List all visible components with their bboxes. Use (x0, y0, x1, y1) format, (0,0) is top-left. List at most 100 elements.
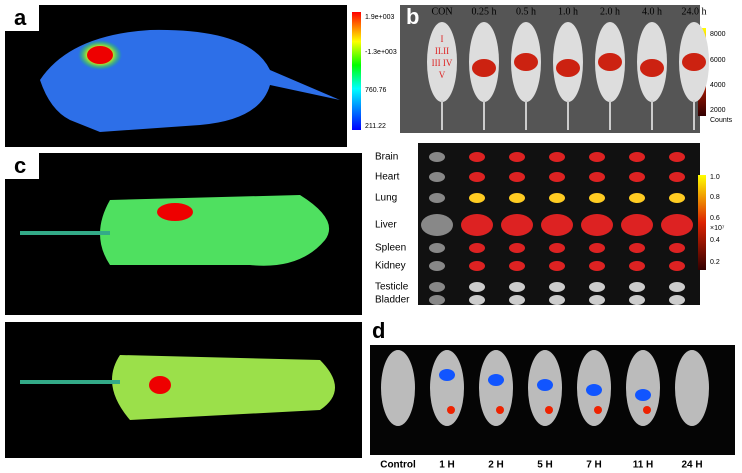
organ (589, 243, 605, 253)
organ (549, 282, 565, 292)
signal (586, 384, 602, 396)
organ-name: Lung (375, 193, 397, 204)
organ-name: Liver (375, 220, 397, 231)
organ (669, 282, 685, 292)
timepoint: CON (431, 6, 452, 17)
colorbar-label: 0.4 (710, 237, 720, 244)
organ-name: Kidney (375, 261, 406, 272)
colorbar-scale: ×10⁷ (710, 225, 725, 232)
signal (682, 53, 706, 71)
organ (621, 214, 653, 236)
organ (589, 172, 605, 182)
organ (429, 193, 445, 203)
signal (439, 369, 455, 381)
organ (469, 193, 485, 203)
organ (669, 295, 685, 305)
region: V (439, 70, 446, 80)
organ (461, 214, 493, 236)
organ (669, 261, 685, 271)
organ (669, 172, 685, 182)
colorbar-label: 6000 (710, 57, 726, 64)
organ (469, 172, 485, 182)
mouse (430, 350, 464, 426)
region: I (441, 34, 444, 44)
signal (635, 389, 651, 401)
organ (469, 261, 485, 271)
colorbar-label: 1.0 (710, 174, 720, 181)
mouse (626, 350, 660, 426)
organ (661, 214, 693, 236)
organ (629, 282, 645, 292)
colorbar-label: 0.6 (710, 215, 720, 222)
mouse (675, 350, 709, 426)
signal (447, 406, 455, 414)
signal (514, 53, 538, 71)
signal (537, 379, 553, 391)
colorbar-label: 4000 (710, 82, 726, 89)
organ (541, 214, 573, 236)
colorbar-label: -1.3e+003 (365, 49, 397, 56)
organ (549, 152, 565, 162)
colorbar (698, 175, 706, 270)
organ (629, 243, 645, 253)
timepoint: 4.0 h (642, 6, 662, 17)
colorbar-label: 8000 (710, 31, 726, 38)
timepoint: 1.0 h (558, 6, 578, 17)
organ (669, 193, 685, 203)
organ (469, 282, 485, 292)
organ (629, 193, 645, 203)
generated: 1.9e+003 -1.3e+003 760.76 211.22 CON 0.25 h 0.… (365, 6, 726, 470)
colorbar-label: 211.22 (365, 123, 386, 130)
organ (589, 152, 605, 162)
timepoint: 0.25 h (472, 6, 497, 17)
organ (549, 295, 565, 305)
organ (549, 172, 565, 182)
panel-a (5, 5, 361, 147)
signal (643, 406, 651, 414)
signal (640, 59, 664, 77)
organ (589, 295, 605, 305)
signal (149, 376, 171, 394)
organ (509, 295, 525, 305)
signal (157, 203, 193, 221)
colorbar-label: 1.9e+003 (365, 14, 394, 21)
colorbar-label: 0.8 (710, 194, 720, 201)
colorbar-label: 760.76 (365, 87, 387, 94)
colorbar (352, 12, 361, 130)
organ (589, 282, 605, 292)
signal (556, 59, 580, 77)
panel-label: b (406, 4, 419, 29)
organ (509, 243, 525, 253)
organ (509, 282, 525, 292)
organ (549, 243, 565, 253)
organ-name: Heart (375, 172, 400, 183)
organ (429, 243, 445, 253)
organ (469, 243, 485, 253)
organ (629, 295, 645, 305)
mouse (100, 195, 330, 266)
mouse (381, 350, 415, 426)
signal (594, 406, 602, 414)
timepoint: 7 H (586, 460, 602, 471)
panel-label: d (372, 318, 385, 343)
organ (549, 193, 565, 203)
colorbar-unit: Counts (710, 117, 733, 124)
organ (421, 214, 453, 236)
timepoint: 0.5 h (516, 6, 536, 17)
organ-name: Spleen (375, 243, 406, 254)
signal (87, 46, 113, 64)
organ (469, 152, 485, 162)
timepoint: 1 H (439, 460, 455, 471)
organ (501, 214, 533, 236)
colorbar-label: 2000 (710, 107, 726, 114)
label-box (5, 5, 39, 31)
organ (549, 261, 565, 271)
panel-label: c (14, 153, 26, 178)
timepoint: 5 H (537, 460, 553, 471)
organ (429, 152, 445, 162)
organ (629, 261, 645, 271)
signal (598, 53, 622, 71)
organ (509, 193, 525, 203)
panel-label: a (14, 5, 27, 30)
